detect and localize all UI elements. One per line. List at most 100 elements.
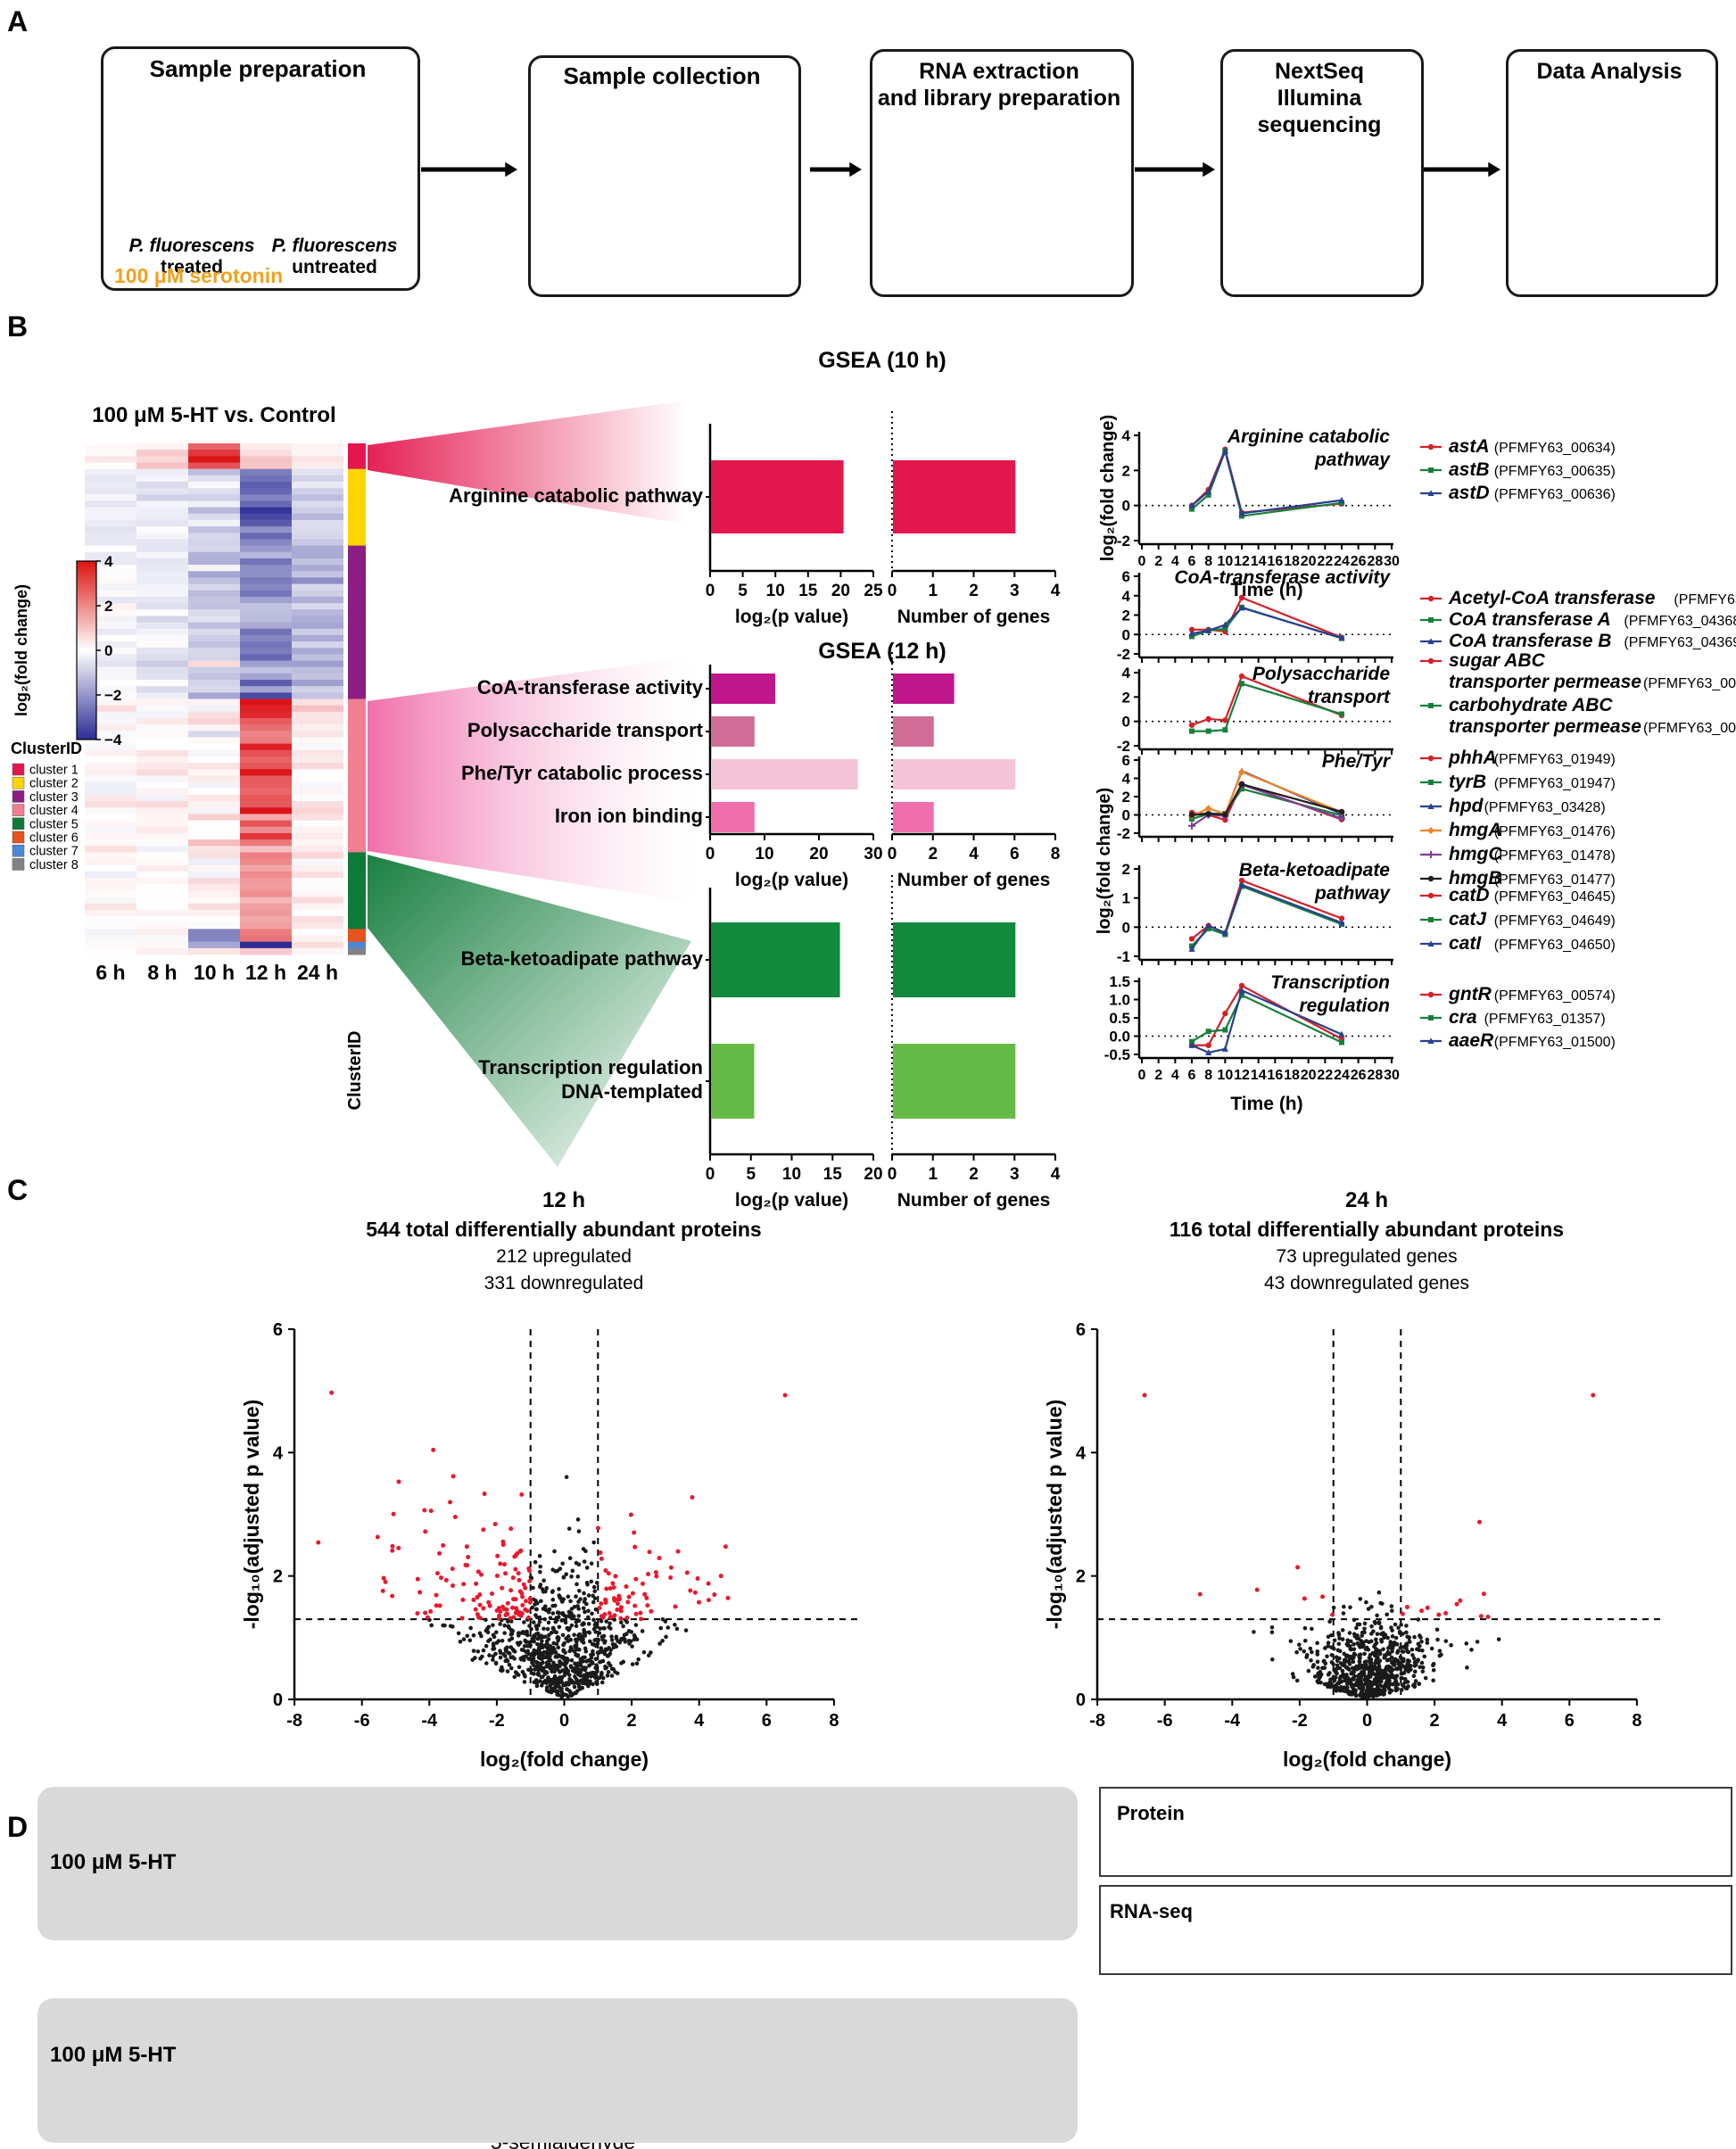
volcano-point (575, 1640, 579, 1645)
volcano-point (575, 1582, 579, 1587)
volcano-point-significant (1254, 1587, 1260, 1592)
volcano-point (629, 1630, 634, 1634)
volcano-point (537, 1619, 542, 1624)
volcano-point-significant (1295, 1565, 1301, 1570)
volcano-point-significant (495, 1553, 500, 1558)
volcano-point-significant (618, 1608, 624, 1614)
volcano-point (1373, 1637, 1378, 1642)
y-tick-label: 2 (1122, 689, 1130, 706)
volcano-point (614, 1636, 619, 1641)
volcano-point (1397, 1631, 1402, 1636)
volcano-point (526, 1657, 531, 1661)
volcano-point (566, 1634, 571, 1639)
volcano-point (593, 1657, 599, 1662)
n-tick-label: 2 (969, 1165, 979, 1184)
rect (85, 519, 136, 527)
volcano-point (607, 1624, 611, 1630)
volcano-point (471, 1632, 476, 1638)
n-tick-label: 2 (928, 845, 938, 864)
volcano-point-significant (615, 1601, 620, 1607)
rect (711, 802, 755, 832)
y-axis-label: -log₁₀(adjusted p value) (240, 1400, 263, 1630)
volcano-point (612, 1642, 617, 1648)
volcano-point (1399, 1687, 1404, 1692)
rect (292, 609, 343, 616)
volcano-point (485, 1626, 490, 1631)
gsea-bar-label: Beta-ketoadipate pathway (460, 946, 703, 970)
volcano-point (1360, 1685, 1366, 1690)
volcano-point-significant (466, 1554, 471, 1559)
volcano-point (1337, 1665, 1343, 1671)
volcano-point (1434, 1627, 1440, 1632)
y-tick-label: 0 (273, 1690, 283, 1710)
rect (136, 903, 188, 911)
rect (292, 539, 343, 547)
volcano-point-significant (451, 1583, 456, 1589)
volcano-point (1420, 1665, 1426, 1670)
n-tick-label: 1 (928, 582, 938, 600)
rect (348, 443, 366, 470)
rect (292, 551, 343, 559)
volcano-point-significant (633, 1611, 639, 1616)
volcano-point (491, 1654, 496, 1658)
heatmap-column-label: 24 h (297, 961, 338, 984)
volcano-point (1335, 1648, 1341, 1653)
volcano-point (517, 1665, 522, 1670)
volcano-point (534, 1607, 539, 1612)
colorbar-tick-label: 2 (104, 598, 112, 615)
volcano-point (595, 1624, 599, 1629)
rect (188, 519, 240, 527)
volcano-point (510, 1628, 516, 1633)
volcano-point (524, 1640, 529, 1644)
rect (240, 468, 292, 476)
volcano-point (573, 1666, 577, 1671)
volcano-point (502, 1623, 507, 1628)
volcano-point (564, 1614, 568, 1619)
volcano-point (533, 1599, 538, 1603)
volcano-point (621, 1624, 625, 1629)
rect (85, 634, 136, 642)
legend-id: (PFMFY63_04645) (1494, 889, 1616, 905)
volcano-point (544, 1661, 550, 1665)
volcano-point (1298, 1647, 1302, 1651)
rect (292, 519, 343, 527)
volcano-point-significant (518, 1613, 524, 1618)
volcano-point (505, 1669, 510, 1674)
rect (711, 922, 840, 997)
x-tick-label: -6 (354, 1711, 370, 1731)
volcano-point-significant (459, 1616, 465, 1621)
volcano-point (1389, 1688, 1394, 1693)
rect (85, 929, 136, 937)
y-tick-label: -0.5 (1104, 1046, 1130, 1063)
rect (85, 628, 136, 636)
rect (85, 814, 136, 822)
volcano-point (458, 1639, 463, 1644)
y-tick-label: 4 (1076, 1443, 1087, 1463)
rect (188, 666, 240, 674)
volcano-point (618, 1620, 624, 1625)
x-tick-label: 26 (1351, 1068, 1367, 1083)
legend-gene: sugar ABC (1449, 650, 1546, 671)
rect (188, 603, 240, 610)
volcano-point (1348, 1605, 1352, 1610)
volcano-point (526, 1667, 531, 1673)
volcano-point (1376, 1590, 1382, 1595)
rect (240, 526, 292, 533)
rect (85, 558, 136, 566)
volcano-point (1386, 1657, 1392, 1662)
volcano-point (1341, 1611, 1346, 1616)
cluster-legend-label: cluster 7 (29, 845, 79, 859)
rect (292, 634, 343, 642)
rect (12, 817, 25, 831)
rect (85, 922, 136, 930)
rect (136, 705, 188, 713)
volcano-point (1331, 1674, 1336, 1680)
volcano-point (1410, 1653, 1415, 1657)
rect (240, 807, 292, 814)
rect (292, 698, 343, 707)
volcano-point-significant (1476, 1519, 1482, 1525)
volcano-point (1357, 1654, 1361, 1658)
volcano-point (491, 1632, 496, 1638)
rect (188, 641, 240, 649)
volcano-point (533, 1659, 539, 1665)
